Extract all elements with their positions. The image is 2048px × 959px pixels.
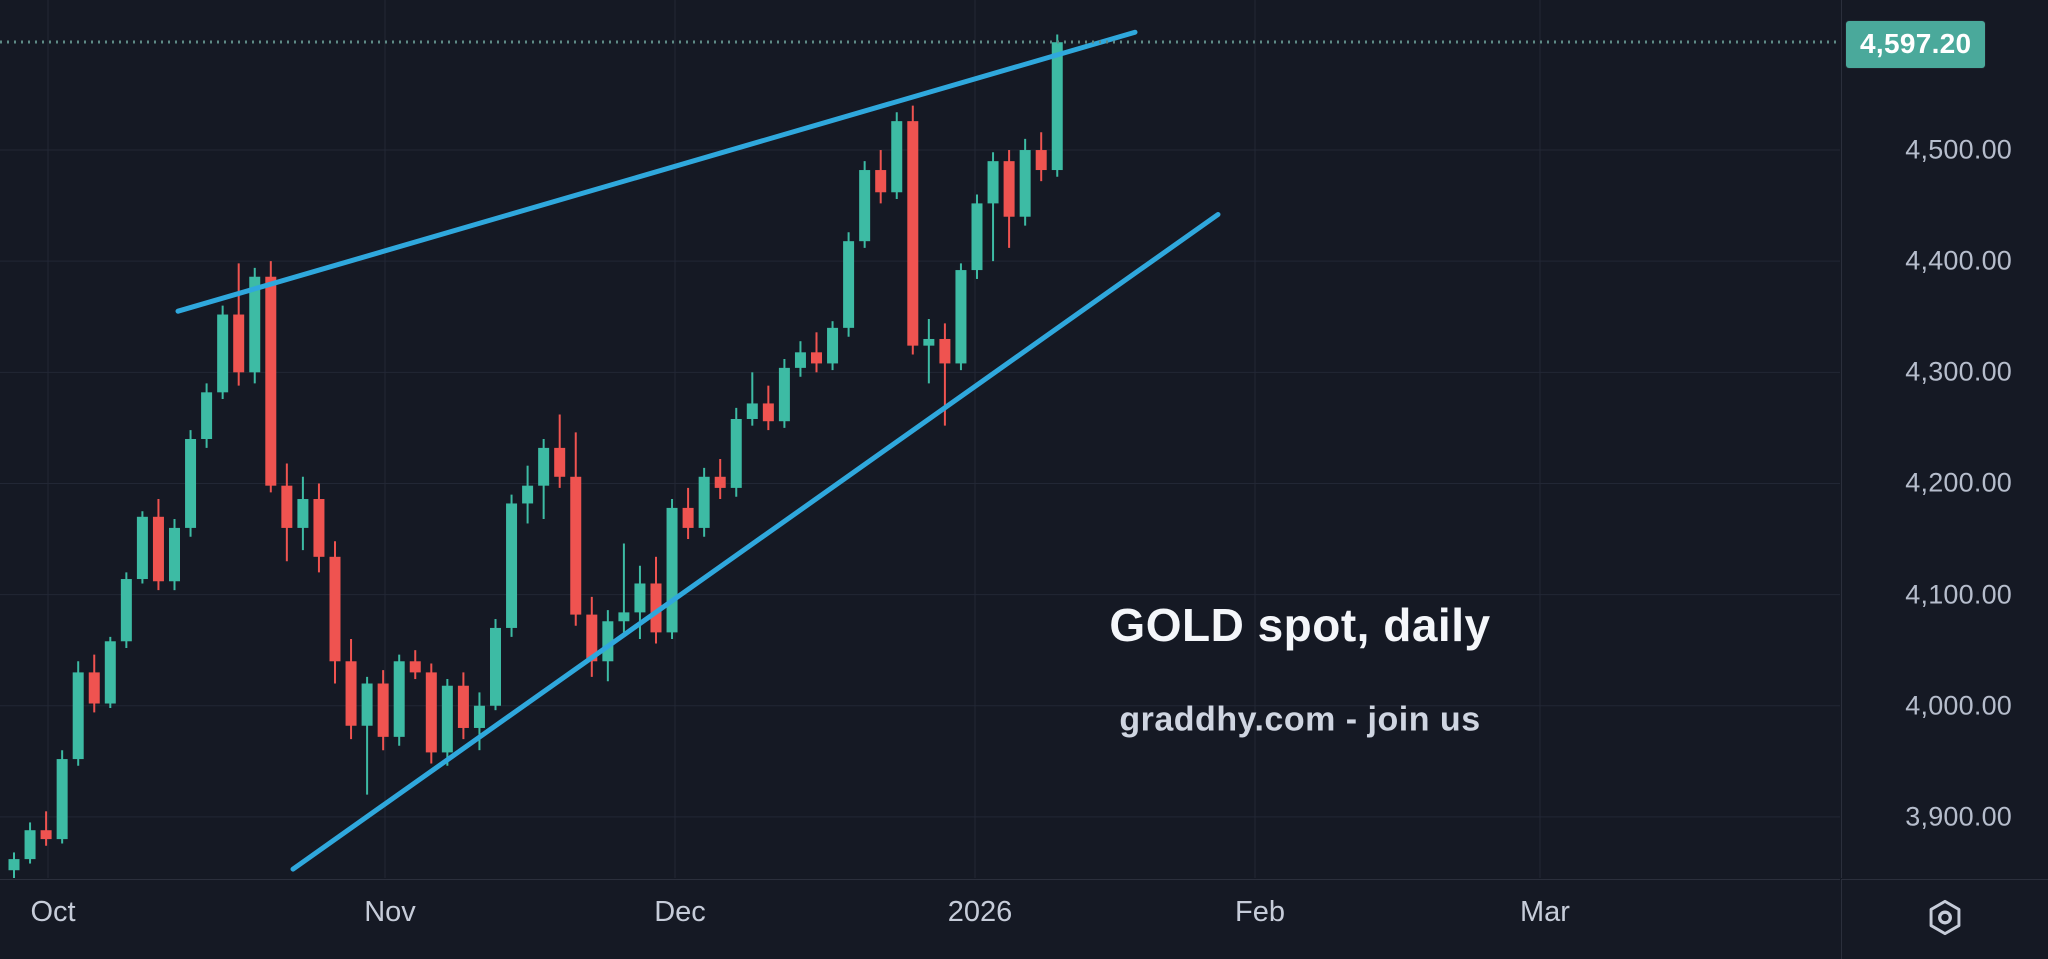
price-tick-label: 4,000.00	[1905, 690, 2012, 721]
trendline-group[interactable]	[175, 29, 1221, 872]
time-tick-label: Mar	[1520, 896, 1570, 928]
current-price-badge[interactable]: 4,597.20	[1846, 21, 1986, 68]
horizontal-gridlines	[0, 149, 1840, 818]
hexagon-target-icon[interactable]	[1923, 895, 1967, 944]
chart-plot-area[interactable]	[0, 0, 1840, 878]
time-tick-label: Feb	[1235, 896, 1285, 928]
price-tick-label: 4,300.00	[1905, 356, 2012, 387]
candlestick-svg	[0, 0, 1840, 878]
price-tick-label: 3,900.00	[1905, 801, 2012, 832]
time-tick-label: Nov	[364, 896, 416, 928]
price-tick-label: 4,200.00	[1905, 467, 2012, 498]
price-tick-label: 4,500.00	[1905, 134, 2012, 165]
time-tick-label: 2026	[947, 896, 1013, 928]
time-axis[interactable]: Oct Nov Dec 2026 Feb Mar	[0, 879, 1840, 959]
candle-series	[8, 34, 1063, 878]
price-tick-label: 4,400.00	[1905, 245, 2012, 276]
time-tick-label: Oct	[30, 896, 76, 928]
axis-corner	[1841, 879, 2048, 959]
price-tick-label: 4,100.00	[1905, 579, 2012, 610]
price-axis[interactable]: 4,500.00 4,400.00 4,300.00 4,200.00 4,100.00…	[1841, 0, 2048, 878]
time-tick-label: Dec	[654, 896, 706, 928]
